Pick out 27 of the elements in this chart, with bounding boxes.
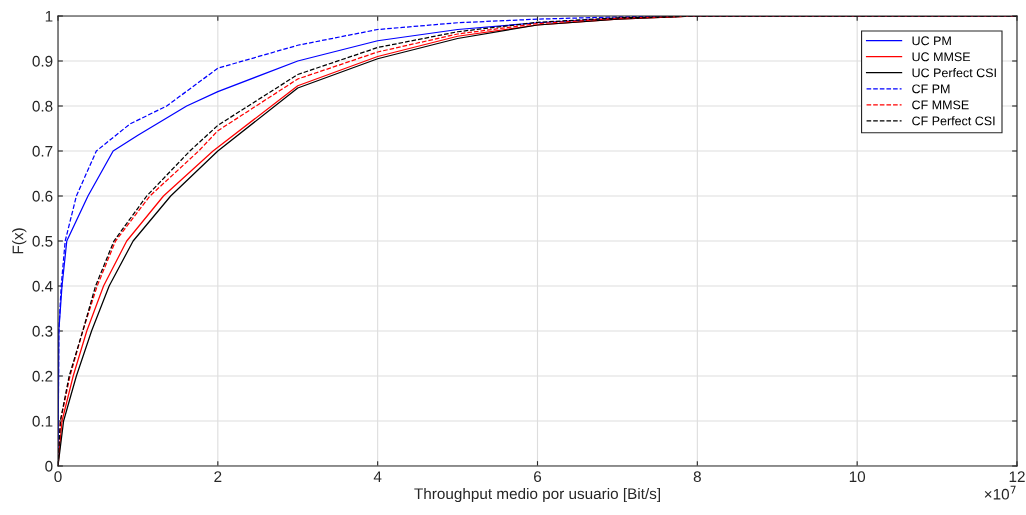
y-tick-label: 0.9 — [32, 55, 53, 67]
x-axis-title: Throughput medio por usuario [Bit/s] — [414, 487, 660, 503]
x-tick-label: 8 — [693, 471, 701, 483]
legend-label: UC Perfect CSI — [912, 68, 996, 78]
text: ×10$^{7}$ — [984, 485, 1016, 500]
x-tick-label: 10 — [849, 471, 866, 483]
y-tick-label: 0.7 — [32, 145, 53, 157]
y-tick-label: 0.8 — [32, 100, 53, 112]
legend-label: CF MMSE — [912, 100, 969, 110]
legend-label: CF Perfect CSI — [912, 116, 995, 126]
x-tick-label: 0 — [54, 471, 62, 483]
x-tick-label: 2 — [214, 471, 222, 482]
y-tick-label: 0.1 — [32, 415, 53, 427]
y-axis-title: F(x) — [12, 228, 27, 254]
y-tick-label: 0.6 — [32, 190, 53, 202]
legend-label: UC PM — [912, 36, 951, 46]
y-tick-label: 1 — [45, 11, 53, 22]
y-tick-label: 0.5 — [32, 235, 53, 247]
x-tick-label: 4 — [373, 471, 382, 482]
legend-label: CF PM — [912, 84, 950, 94]
y-tick-label: 0.3 — [32, 325, 53, 337]
legend-label: UC MMSE — [912, 52, 971, 62]
y-tick-label: 0.4 — [32, 280, 53, 292]
y-tick-label: 0.2 — [32, 370, 53, 382]
x-tick-label: 12 — [1009, 471, 1025, 482]
x-tick-label: 6 — [534, 471, 542, 483]
y-tick-label: 0 — [45, 460, 53, 472]
